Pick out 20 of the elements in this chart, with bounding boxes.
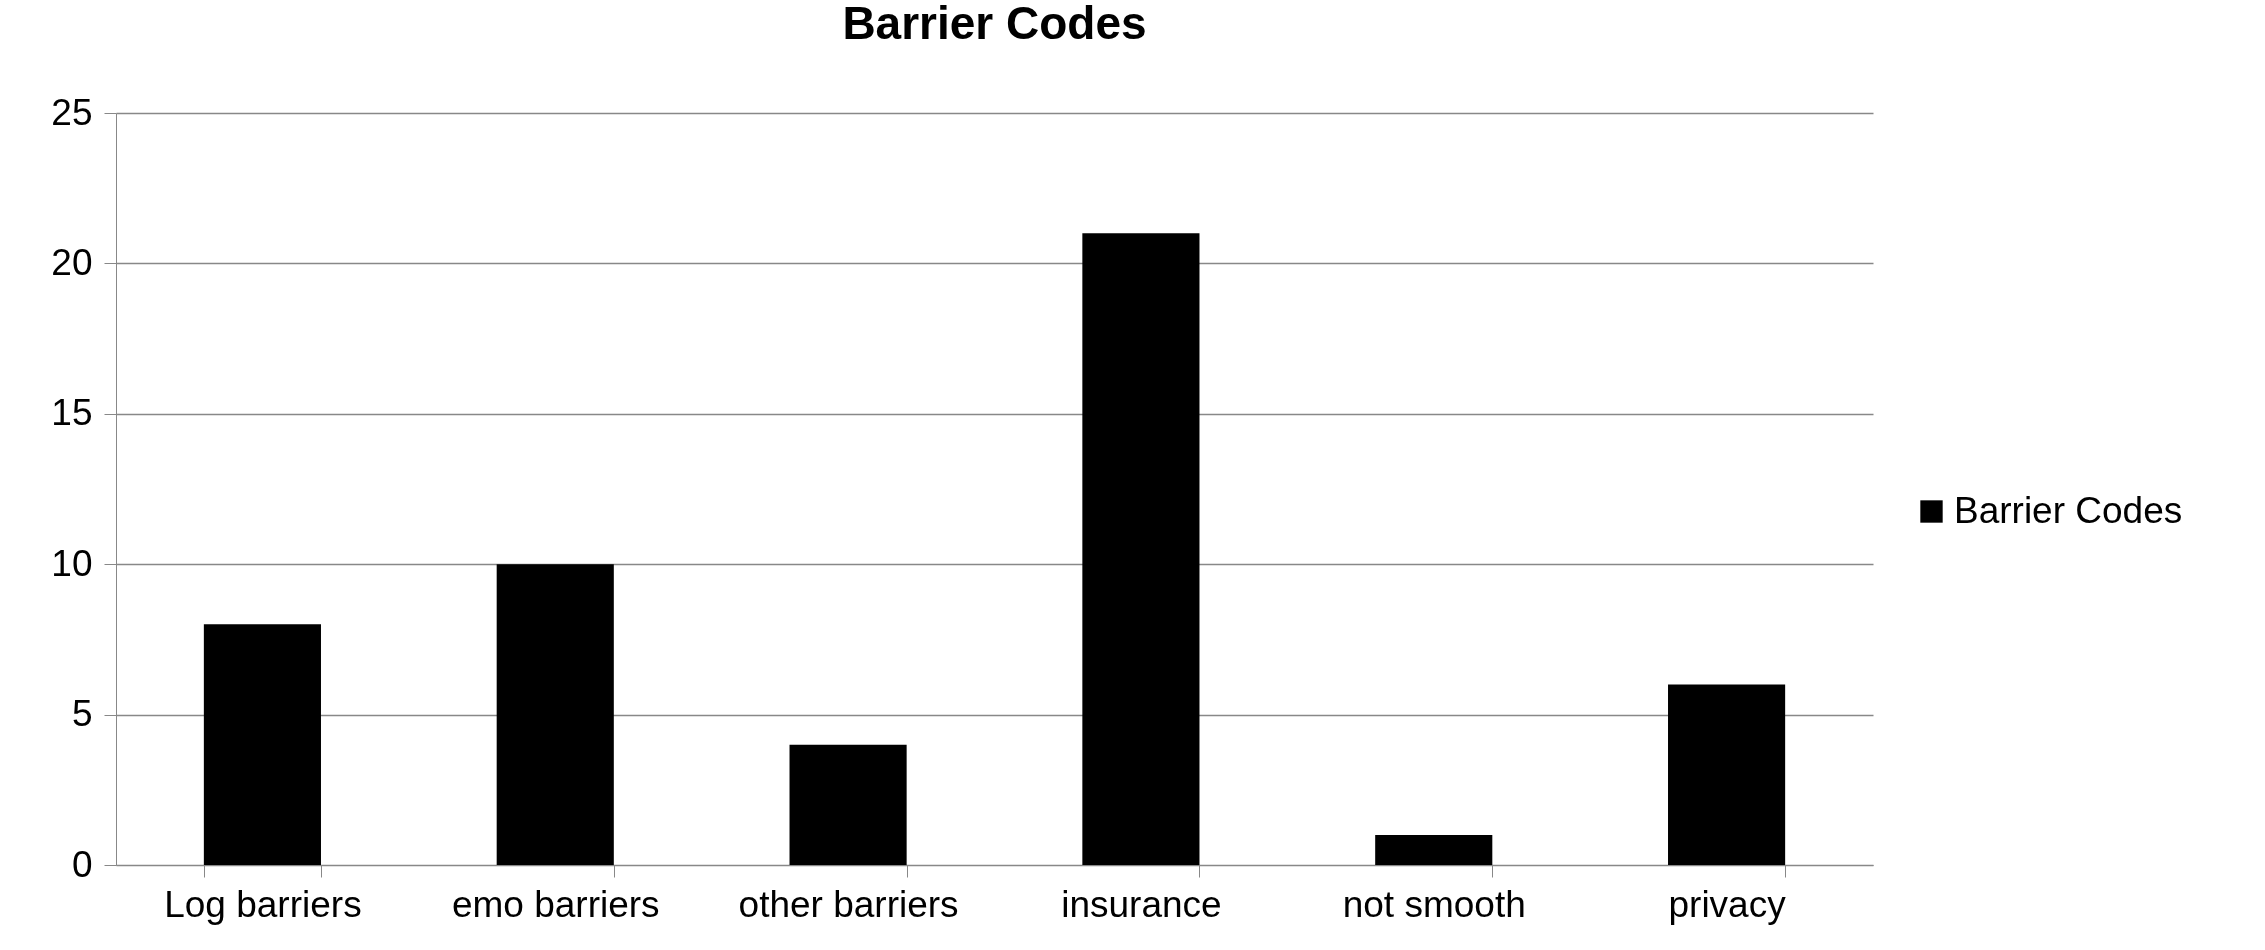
- x-tick-label: not smooth: [1342, 883, 1526, 925]
- bar: [789, 744, 907, 865]
- y-tick-label: 20: [51, 241, 93, 283]
- y-tick-label: 15: [51, 392, 93, 434]
- legend-label: Barrier Codes: [1954, 489, 2183, 531]
- x-tick-label: other barriers: [738, 883, 959, 925]
- chart-title: Barrier Codes: [842, 0, 1147, 49]
- bar: [1082, 233, 1200, 865]
- bar: [1668, 684, 1786, 865]
- bar: [203, 624, 321, 865]
- bar: [496, 564, 614, 865]
- x-tick-label: privacy: [1668, 883, 1787, 925]
- x-tick-label: Log barriers: [164, 883, 362, 925]
- y-tick-label: 10: [51, 542, 93, 584]
- y-tick-label: 5: [71, 693, 93, 735]
- y-tick-label: 25: [51, 91, 93, 133]
- bar: [1375, 834, 1493, 865]
- y-tick-label: 0: [71, 843, 93, 885]
- x-tick-label: emo barriers: [451, 883, 660, 925]
- x-tick-label: insurance: [1061, 883, 1222, 925]
